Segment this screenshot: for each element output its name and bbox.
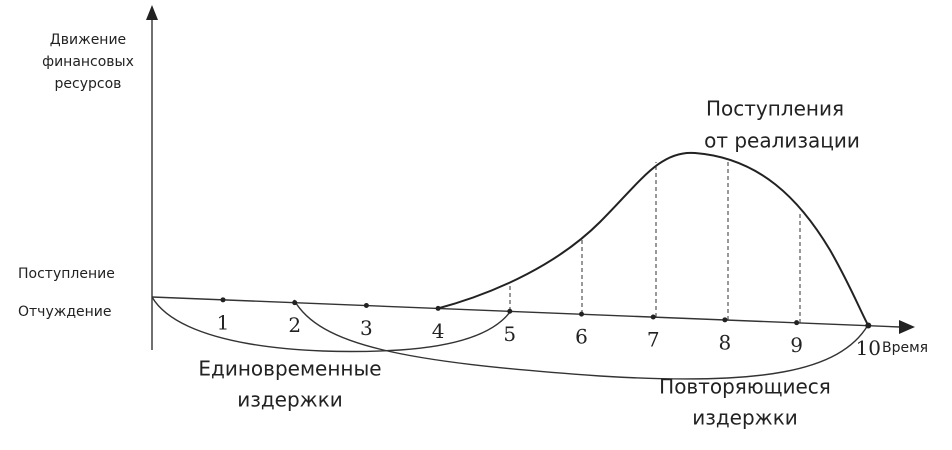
x-axis bbox=[151, 296, 901, 328]
y-axis-arrow bbox=[146, 5, 158, 20]
tick-label: 8 bbox=[719, 330, 732, 354]
tick-label: 2 bbox=[288, 313, 301, 337]
tick-dot bbox=[722, 317, 728, 323]
tick-label: 4 bbox=[432, 319, 445, 343]
tick-dot bbox=[865, 322, 872, 329]
revenue-curve bbox=[435, 151, 869, 326]
zone-label: Поступление bbox=[18, 266, 115, 282]
tick-label: 1 bbox=[217, 310, 230, 334]
x-axis-label: Время bbox=[882, 340, 928, 356]
curve-label: издержки bbox=[692, 406, 798, 430]
tick-label: 6 bbox=[575, 325, 588, 349]
tick-dot bbox=[363, 303, 369, 309]
tick-dot bbox=[579, 311, 584, 317]
zone-label: Отчуждение bbox=[18, 304, 112, 320]
tick-dot bbox=[435, 305, 441, 311]
tick-dot bbox=[292, 300, 298, 306]
tick-dot bbox=[220, 297, 226, 303]
tick-dot bbox=[650, 314, 656, 320]
tick-label: 9 bbox=[790, 333, 803, 357]
x-axis-arrow bbox=[899, 320, 915, 334]
tick-label: 5 bbox=[503, 322, 516, 346]
curve-label: издержки bbox=[237, 388, 343, 412]
y-axis-label: финансовых bbox=[42, 54, 134, 70]
tick-label: 10 bbox=[856, 336, 881, 360]
y-axis-label: Движение bbox=[50, 32, 126, 48]
curve-label: Единовременные bbox=[198, 357, 381, 381]
curve-label: Поступления bbox=[706, 97, 844, 121]
tick-label: 3 bbox=[360, 316, 373, 340]
tick-dot bbox=[507, 308, 513, 314]
tick-label: 7 bbox=[647, 327, 660, 351]
curve-label: Повторяющиеся bbox=[659, 375, 831, 399]
one-time-costs-curve bbox=[151, 296, 511, 353]
tick-dot bbox=[794, 320, 800, 326]
recurring-costs-curve bbox=[293, 299, 869, 380]
curve-label: от реализации bbox=[704, 129, 860, 153]
y-axis-label: ресурсов bbox=[55, 76, 122, 92]
